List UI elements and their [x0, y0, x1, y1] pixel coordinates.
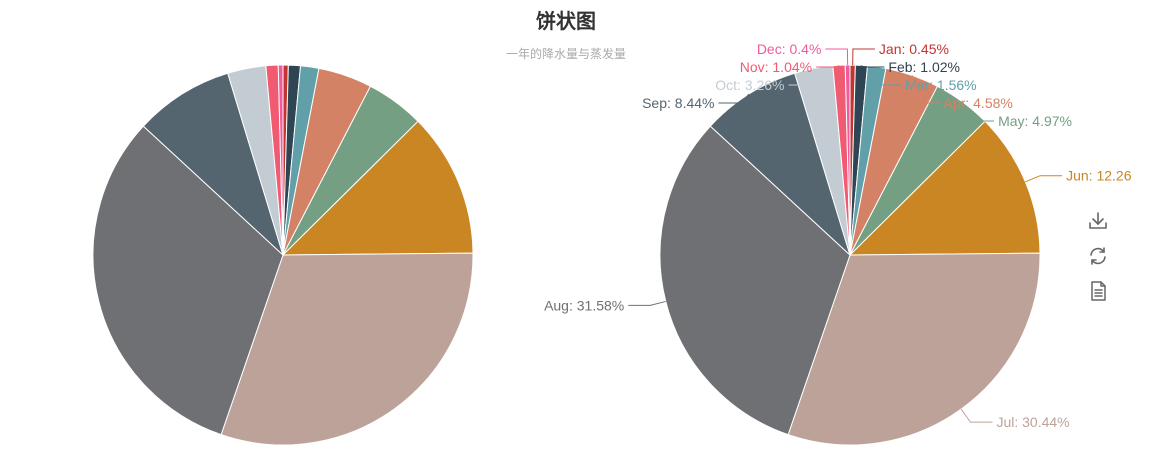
label-line-may — [962, 101, 995, 122]
label-line-jul — [960, 408, 993, 423]
slice-label-apr: Apr: 4.58% — [944, 95, 1013, 111]
slice-label-oct: Oct: 3.26% — [715, 77, 784, 93]
pie-labels-right: Jan: 0.45% Feb: 1.02% Mar: 1.56% Apr: 4.58%… — [544, 41, 1132, 430]
slice-label-jan: Jan: 0.45% — [879, 41, 949, 57]
chart-subtitle: 一年的降水量与蒸发量 — [506, 46, 626, 61]
slice-label-nov: Nov: 1.04% — [740, 59, 812, 75]
slice-label-jun: Jun: 12.26 — [1066, 168, 1132, 184]
label-line-sep — [718, 93, 750, 104]
slice-label-sep: Sep: 8.44% — [642, 95, 714, 111]
label-line-mar — [876, 66, 902, 86]
slice-label-dec: Dec: 0.4% — [757, 41, 822, 57]
slice-label-feb: Feb: 1.02% — [888, 59, 960, 75]
slice-label-jul: Jul: 30.44% — [996, 414, 1069, 430]
label-line-dec — [825, 48, 849, 66]
pie-slice-dec[interactable] — [277, 64, 284, 256]
label-line-aug — [628, 300, 666, 306]
slice-label-may: May: 4.97% — [998, 113, 1072, 129]
pie-slice-jul[interactable] — [220, 252, 474, 446]
pie-slice-sep[interactable] — [142, 72, 285, 257]
pie-slice-jun[interactable] — [848, 120, 1041, 256]
pie-slice-aug[interactable] — [659, 125, 851, 436]
pie-slice-jul[interactable] — [787, 252, 1041, 446]
label-line-jan — [852, 48, 875, 66]
toolbox — [1085, 208, 1111, 313]
pie-slice-jun[interactable] — [281, 120, 474, 256]
label-line-jun — [1025, 175, 1063, 183]
pie-chart-right — [659, 64, 1041, 446]
refresh-icon[interactable] — [1085, 243, 1111, 269]
chart-title: 饼状图 — [536, 9, 596, 33]
pie-slice-aug[interactable] — [92, 125, 284, 436]
slice-label-aug: Aug: 31.58% — [544, 297, 624, 313]
data-view-icon[interactable] — [1085, 278, 1111, 304]
label-line-nov — [816, 65, 840, 68]
slice-label-mar: Mar: 1.56% — [905, 77, 977, 93]
download-icon[interactable] — [1085, 208, 1111, 234]
label-line-oct — [788, 68, 815, 86]
pie-chart-left — [92, 64, 474, 446]
label-line-apr — [911, 75, 940, 104]
